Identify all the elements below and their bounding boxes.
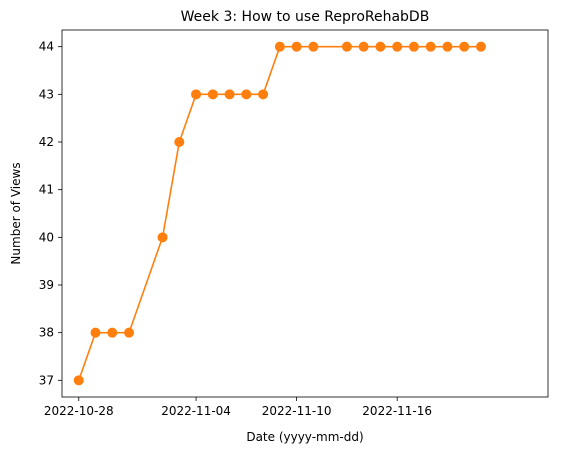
- data-point: [241, 89, 252, 100]
- x-tick-label: 2022-10-28: [44, 404, 114, 418]
- y-tick-label: 37: [39, 373, 54, 387]
- y-tick-label: 42: [39, 135, 54, 149]
- y-tick-label: 39: [39, 278, 54, 292]
- data-point: [107, 327, 118, 338]
- data-point: [308, 41, 319, 52]
- y-tick-label: 41: [39, 183, 54, 197]
- chart-title: Week 3: How to use ReproRehabDB: [181, 9, 430, 25]
- data-point: [224, 89, 235, 100]
- data-point: [124, 327, 135, 338]
- axes-frame: [61, 29, 549, 398]
- data-point: [258, 89, 269, 100]
- data-point: [274, 41, 285, 52]
- data-point: [341, 41, 352, 52]
- data-point: [375, 41, 386, 52]
- y-axis-label: Number of Views: [9, 162, 23, 264]
- data-point: [174, 137, 185, 148]
- data-point: [358, 41, 369, 52]
- y-tick-label: 43: [39, 87, 54, 101]
- data-point: [475, 41, 486, 52]
- data-point: [207, 89, 218, 100]
- x-tick-label: 2022-11-10: [262, 404, 332, 418]
- data-point: [157, 232, 168, 243]
- data-point: [425, 41, 436, 52]
- plot-area: 2022-10-28 2022-11-04 2022-11-10 2022-11-16…: [39, 29, 549, 418]
- data-point: [191, 89, 202, 100]
- y-tick-label: 44: [39, 40, 54, 54]
- data-point: [459, 41, 470, 52]
- x-axis-label: Date (yyyy-mm-dd): [246, 430, 363, 444]
- data-point: [73, 375, 84, 386]
- data-point: [392, 41, 403, 52]
- x-tick-label: 2022-11-16: [362, 404, 432, 418]
- data-point: [291, 41, 302, 52]
- y-tick-label: 40: [39, 230, 54, 244]
- y-tick-label: 38: [39, 326, 54, 340]
- x-tick-label: 2022-11-04: [161, 404, 231, 418]
- data-point: [90, 327, 101, 338]
- data-point: [408, 41, 419, 52]
- data-point: [442, 41, 453, 52]
